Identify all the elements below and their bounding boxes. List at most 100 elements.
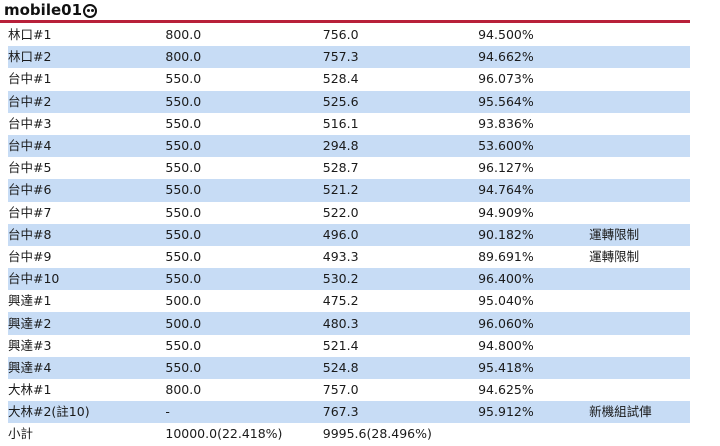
note-cell xyxy=(589,379,690,401)
rate-cell: 96.127% xyxy=(478,160,534,176)
table-row: 興達#1 500.0 475.2 95.040% xyxy=(8,290,690,312)
rate-cell: 94.909% xyxy=(478,204,534,220)
rate-cell: 95.912% xyxy=(478,401,590,424)
note-cell: 運轉限制 xyxy=(589,223,690,246)
output-cell: 521.2 xyxy=(322,179,479,202)
output-cell: 528.7 xyxy=(322,160,359,176)
note-cell xyxy=(589,202,690,224)
unit-cell: 台中#6 xyxy=(8,179,166,202)
power-unit-table: 林口#1 800.0 756.0 94.500% 林口#2 800.0 757.3 94.66… xyxy=(8,24,690,446)
table-row: 台中#9 550.0 493.3 89.691% 運轉限制 xyxy=(8,246,690,268)
unit-cell: 台中#3 xyxy=(8,115,52,131)
rate-cell: 96.400% xyxy=(478,268,590,291)
capacity-cell: 550.0 xyxy=(165,90,323,113)
table-row: 興達#4 550.0 524.8 95.418% xyxy=(8,356,690,379)
capacity-cell: 550.0 xyxy=(165,268,323,291)
rate-cell: 53.600% xyxy=(478,134,590,158)
unit-cell: 台中#4 xyxy=(8,134,166,158)
table-row: 林口#1 800.0 756.0 94.500% xyxy=(8,24,690,46)
unit-cell: 興達#1 xyxy=(8,293,52,309)
unit-cell: 大林#2(註10) xyxy=(8,401,166,424)
output-cell: 516.1 xyxy=(322,115,359,131)
note-cell xyxy=(589,24,690,46)
rate-cell: 94.800% xyxy=(478,337,534,353)
rate-cell: 94.625% xyxy=(478,382,534,398)
note-cell: 運轉限制 xyxy=(589,248,640,264)
table-row: 台中#3 550.0 516.1 93.836% xyxy=(8,113,690,135)
output-cell: 757.0 xyxy=(322,382,359,398)
rate-cell: 89.691% xyxy=(478,248,534,264)
table-row: 台中#2 550.0 525.6 95.564% xyxy=(8,90,690,113)
unit-cell: 台中#5 xyxy=(8,160,52,176)
logo-text: mobile01 xyxy=(4,1,83,19)
table-row: 台中#6 550.0 521.2 94.764% xyxy=(8,179,690,202)
capacity-cell: - xyxy=(165,401,323,424)
capacity-cell: 550.0 xyxy=(165,160,202,176)
site-logo[interactable]: mobile01 xyxy=(4,0,98,20)
table-row: 台中#1 550.0 528.4 96.073% xyxy=(8,68,690,90)
capacity-cell: 550.0 xyxy=(165,223,323,246)
note-cell xyxy=(589,68,690,90)
note-cell xyxy=(589,312,690,335)
output-cell: 496.0 xyxy=(322,223,479,246)
note-cell: 新機組試俥 xyxy=(589,401,690,424)
capacity-cell: 550.0 xyxy=(165,71,202,87)
note-cell xyxy=(589,113,690,135)
output-cell: 530.2 xyxy=(322,268,479,291)
rate-cell: 94.662% xyxy=(478,46,590,69)
capacity-cell: 550.0 xyxy=(165,115,202,131)
output-cell: 524.8 xyxy=(322,356,479,379)
note-cell xyxy=(589,335,690,357)
site-header: mobile01 xyxy=(0,0,720,23)
table-row: 興達#2 500.0 480.3 96.060% xyxy=(8,312,690,335)
output-cell: 757.3 xyxy=(322,46,479,69)
note-cell xyxy=(589,46,690,69)
table-row: 大林#2(註10) -767.3 95.912% 新機組試俥 xyxy=(8,401,690,424)
unit-cell: 興達#3 xyxy=(8,337,52,353)
capacity-cell: 550.0 xyxy=(165,179,323,202)
note-cell xyxy=(589,290,690,312)
table-row: 台中#10 550.0 530.2 96.400% xyxy=(8,268,690,291)
capacity-cell: 550.0 xyxy=(165,204,202,220)
unit-cell: 台中#2 xyxy=(8,90,166,113)
capacity-cell: 550.0 xyxy=(165,356,323,379)
unit-cell: 大林#1 xyxy=(8,382,52,398)
unit-cell: 興達#2 xyxy=(8,312,166,335)
note-cell xyxy=(589,157,690,179)
capacity-cell: 500.0 xyxy=(165,293,202,309)
output-cell: 522.0 xyxy=(322,204,359,220)
unit-cell: 台中#8 xyxy=(8,223,166,246)
output-cell: 493.3 xyxy=(322,248,359,264)
capacity-cell: 550.0 xyxy=(165,248,202,264)
output-cell: 767.3 xyxy=(322,401,479,424)
header-divider xyxy=(0,20,690,23)
unit-cell: 台中#1 xyxy=(8,71,52,87)
output-cell: 521.4 xyxy=(322,337,359,353)
table-row: 台中#8 550.0 496.0 90.182% 運轉限制 xyxy=(8,223,690,246)
note-cell xyxy=(589,134,690,158)
capacity-cell: 800.0 xyxy=(165,27,202,43)
output-cell: 475.2 xyxy=(322,293,359,309)
rate-cell: 95.040% xyxy=(478,293,534,309)
note-cell xyxy=(589,90,690,113)
table-row: 興達#3 550.0 521.4 94.800% xyxy=(8,335,690,357)
table-row: 台中#7 550.0 522.0 94.909% xyxy=(8,202,690,224)
output-cell: 528.4 xyxy=(322,71,359,87)
output-cell: 294.8 xyxy=(322,134,479,158)
table-row: 台中#4 550.0 294.8 53.600% xyxy=(8,134,690,158)
rate-cell: 96.060% xyxy=(478,312,590,335)
rate-cell: 94.764% xyxy=(478,179,590,202)
capacity-cell: 800.0 xyxy=(165,46,323,69)
rate-cell: 96.073% xyxy=(478,71,534,87)
note-cell xyxy=(589,268,690,291)
capacity-cell: 800.0 xyxy=(165,382,202,398)
unit-cell: 台中#9 xyxy=(8,248,52,264)
rate-cell: 95.564% xyxy=(478,90,590,113)
rate-cell: 93.836% xyxy=(478,115,534,131)
unit-cell: 林口#2 xyxy=(8,46,166,69)
unit-cell: 興達#4 xyxy=(8,356,166,379)
unit-cell: 林口#1 xyxy=(8,27,52,43)
note-cell xyxy=(589,179,690,202)
output-cell: 525.6 xyxy=(322,90,479,113)
rate-cell: 95.418% xyxy=(478,356,590,379)
